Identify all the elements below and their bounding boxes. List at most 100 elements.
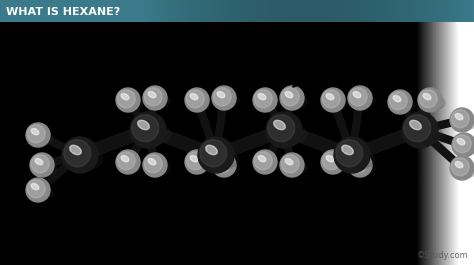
Circle shape xyxy=(186,90,204,108)
Circle shape xyxy=(336,140,363,167)
Ellipse shape xyxy=(321,96,348,110)
Circle shape xyxy=(213,155,231,173)
Circle shape xyxy=(281,88,299,106)
Ellipse shape xyxy=(321,158,348,172)
Ellipse shape xyxy=(281,161,307,175)
Ellipse shape xyxy=(117,96,143,110)
Circle shape xyxy=(453,135,471,153)
Circle shape xyxy=(450,108,474,132)
Circle shape xyxy=(185,88,209,112)
Ellipse shape xyxy=(410,120,421,130)
Ellipse shape xyxy=(217,91,225,98)
Ellipse shape xyxy=(199,149,238,170)
Ellipse shape xyxy=(393,95,401,102)
Ellipse shape xyxy=(148,158,156,165)
Circle shape xyxy=(450,156,474,180)
Circle shape xyxy=(402,112,438,148)
Ellipse shape xyxy=(353,158,361,165)
Circle shape xyxy=(117,152,135,170)
Text: ©Study.com: ©Study.com xyxy=(417,251,469,260)
Circle shape xyxy=(281,155,299,173)
Circle shape xyxy=(27,125,45,143)
Ellipse shape xyxy=(144,161,170,175)
Circle shape xyxy=(348,153,372,177)
Circle shape xyxy=(266,112,302,148)
Text: carbon: carbon xyxy=(38,101,86,114)
Ellipse shape xyxy=(457,139,465,145)
Circle shape xyxy=(212,153,236,177)
Circle shape xyxy=(268,115,295,142)
Ellipse shape xyxy=(273,120,285,130)
Ellipse shape xyxy=(258,156,266,162)
Ellipse shape xyxy=(70,145,82,155)
Circle shape xyxy=(144,155,162,173)
Circle shape xyxy=(349,88,367,106)
Circle shape xyxy=(31,155,49,173)
Circle shape xyxy=(132,115,159,142)
Ellipse shape xyxy=(31,183,39,190)
Ellipse shape xyxy=(389,98,415,112)
Ellipse shape xyxy=(190,156,198,162)
Ellipse shape xyxy=(117,158,143,172)
Circle shape xyxy=(200,140,227,167)
Ellipse shape xyxy=(335,149,374,170)
Circle shape xyxy=(213,88,231,106)
Circle shape xyxy=(389,92,407,110)
Circle shape xyxy=(451,158,469,176)
Circle shape xyxy=(254,152,272,170)
Ellipse shape xyxy=(455,161,463,168)
Bar xyxy=(0,0,474,22)
Circle shape xyxy=(117,90,135,108)
Ellipse shape xyxy=(326,94,334,100)
Circle shape xyxy=(334,137,370,173)
Ellipse shape xyxy=(285,158,293,165)
Ellipse shape xyxy=(213,94,239,108)
Circle shape xyxy=(452,133,474,157)
Circle shape xyxy=(388,90,412,114)
Ellipse shape xyxy=(451,164,474,178)
Ellipse shape xyxy=(451,116,474,130)
Circle shape xyxy=(418,88,442,112)
Ellipse shape xyxy=(186,158,212,172)
Ellipse shape xyxy=(27,186,53,200)
Ellipse shape xyxy=(27,131,53,145)
Circle shape xyxy=(116,150,140,174)
Ellipse shape xyxy=(419,96,445,110)
Circle shape xyxy=(349,155,367,173)
Circle shape xyxy=(280,153,304,177)
Circle shape xyxy=(198,137,234,173)
Ellipse shape xyxy=(455,113,463,120)
Ellipse shape xyxy=(148,91,156,98)
Ellipse shape xyxy=(31,129,39,135)
Ellipse shape xyxy=(254,96,280,110)
Circle shape xyxy=(185,150,209,174)
Ellipse shape xyxy=(348,161,375,175)
Ellipse shape xyxy=(131,124,171,145)
Circle shape xyxy=(26,178,50,202)
Ellipse shape xyxy=(121,94,129,100)
Ellipse shape xyxy=(453,141,474,155)
Circle shape xyxy=(253,150,277,174)
Ellipse shape xyxy=(281,94,307,108)
Ellipse shape xyxy=(258,94,266,100)
Circle shape xyxy=(404,115,431,142)
Ellipse shape xyxy=(326,156,334,162)
Ellipse shape xyxy=(213,161,239,175)
Circle shape xyxy=(143,153,167,177)
Circle shape xyxy=(27,180,45,198)
Circle shape xyxy=(322,152,340,170)
Circle shape xyxy=(321,88,345,112)
Circle shape xyxy=(451,110,469,128)
Ellipse shape xyxy=(342,145,353,155)
Ellipse shape xyxy=(137,120,149,130)
Circle shape xyxy=(419,90,437,108)
Text: WHAT IS HEXANE?: WHAT IS HEXANE? xyxy=(6,7,120,17)
Circle shape xyxy=(280,86,304,110)
Text: bond: bond xyxy=(382,175,418,188)
Ellipse shape xyxy=(206,145,217,155)
Circle shape xyxy=(62,137,98,173)
Ellipse shape xyxy=(63,149,102,170)
Circle shape xyxy=(143,86,167,110)
Circle shape xyxy=(348,86,372,110)
Ellipse shape xyxy=(423,94,431,100)
